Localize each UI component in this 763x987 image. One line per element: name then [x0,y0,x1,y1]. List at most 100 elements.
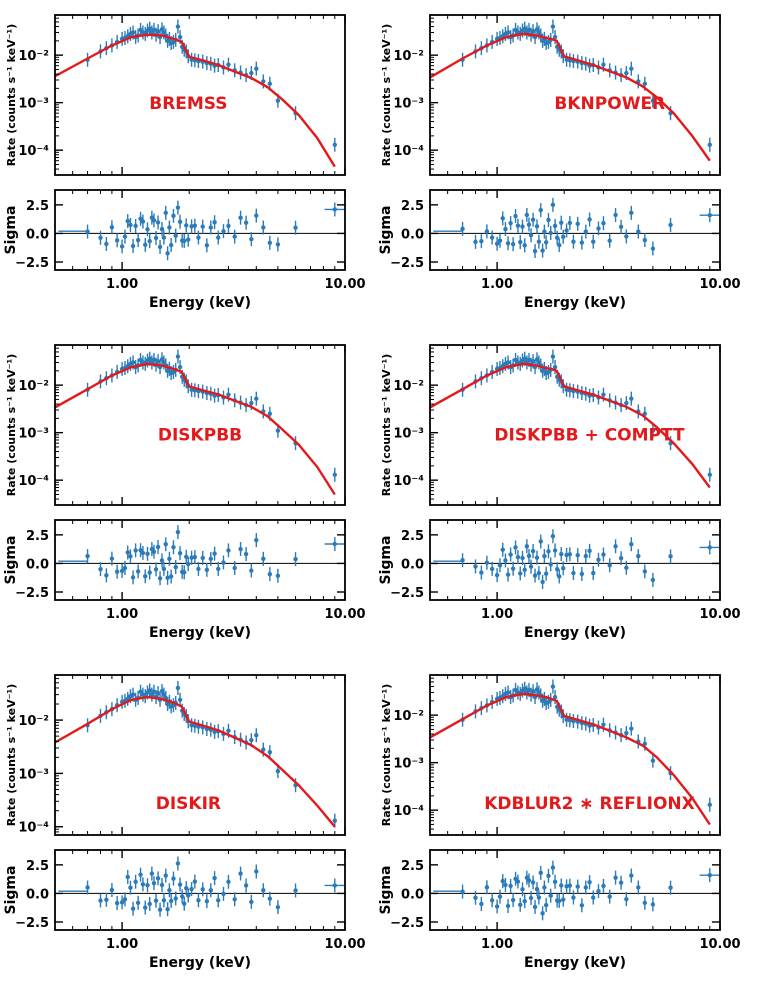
sigma-frame [429,849,721,931]
residual-point [542,224,547,239]
data-point [204,386,210,401]
residual-point [275,900,281,915]
residual-point [184,881,189,896]
residual-point [699,208,720,223]
rate-tick-label: 10⁻⁴ [18,144,49,159]
residual-point [520,219,525,234]
residual-point [133,874,138,889]
data-point [526,352,532,367]
residual-point [138,211,143,226]
sigma-tick-label: −2.5 [15,256,49,271]
rate-plot-area [430,19,713,162]
residual-point [153,562,159,577]
residual-point [583,880,589,895]
rate-tick-label: 10⁻³ [18,767,49,782]
data-point [204,722,210,737]
residual-point [650,241,656,256]
residual-point [153,231,159,245]
sigma-plot-area [55,200,345,261]
residual-point [175,856,181,871]
residual-point [163,537,168,552]
rate-tick-label: 10⁻⁴ [393,474,424,489]
residual-point [479,565,484,580]
sigma-ylabel: Sigma [378,536,394,585]
residual-point [186,557,191,572]
residual-point [212,871,217,886]
residual-point [135,895,141,910]
residual-point [173,560,178,575]
x-axis-label: Energy (keV) [524,295,626,311]
residual-point [554,562,560,577]
residual-point [530,875,536,890]
residual-point [497,889,503,904]
data-point [147,683,152,698]
residual-point [122,229,128,244]
residual-point [109,551,115,566]
residual-point [232,892,237,907]
sigma-tick-label: −2.5 [15,586,49,601]
residual-point [636,224,641,239]
residual-point [145,878,150,893]
residual-point [575,216,580,231]
residual-point [175,200,181,215]
residual-point [607,889,612,904]
residual-point [208,883,214,898]
residual-point [587,875,592,890]
x-tick-label: 1.00 [481,937,513,952]
residual-point [173,891,178,906]
residual-point [561,892,566,907]
residual-point [216,893,221,908]
residual-point [460,553,465,568]
residual-point [189,882,194,897]
residual-point [128,880,133,895]
residual-point [534,882,540,897]
residual-point [524,207,530,222]
residual-point [484,555,490,570]
residual-point [550,860,556,875]
residual-point [591,234,596,249]
model-curve [430,32,711,162]
residual-point [520,550,525,565]
residual-point [155,539,161,554]
data-point [189,718,194,733]
residual-point [133,543,138,558]
residual-point [505,899,511,913]
x-tick-label: 1.00 [106,277,138,292]
residual-point [175,525,181,540]
residual-point [557,893,562,908]
x-tick-label: 1.00 [106,937,138,952]
residual-point [324,202,345,217]
rate-plot-area [55,349,338,496]
data-point [636,74,641,89]
residual-point [147,896,152,911]
residual-point [494,236,500,251]
sigma-tick-label: 0.0 [401,227,424,242]
residual-point [161,893,167,908]
data-point [254,728,259,743]
residual-point [552,543,558,558]
residual-point [642,895,648,910]
residual-point [668,217,673,232]
rate-frame [429,344,721,506]
model-curve [55,362,336,496]
residual-point [261,551,266,566]
rate-tick-label: 10⁻² [18,714,49,729]
residual-point [518,566,523,581]
residual-point [165,570,170,585]
residual-point [267,891,273,906]
data-point [629,721,634,736]
residual-point [513,871,518,886]
sigma-tick-label: 2.5 [401,199,424,214]
x-axis-label: Energy (keV) [524,955,626,971]
residual-point [596,884,601,899]
residual-point [182,896,187,911]
residual-point [642,233,648,248]
residual-point [196,893,201,908]
residual-point [249,894,254,909]
residual-point [324,878,345,893]
residual-point [528,891,534,905]
residual-point [484,880,490,895]
residual-point [151,876,157,891]
residual-point [182,233,187,248]
model-curve [55,33,336,168]
